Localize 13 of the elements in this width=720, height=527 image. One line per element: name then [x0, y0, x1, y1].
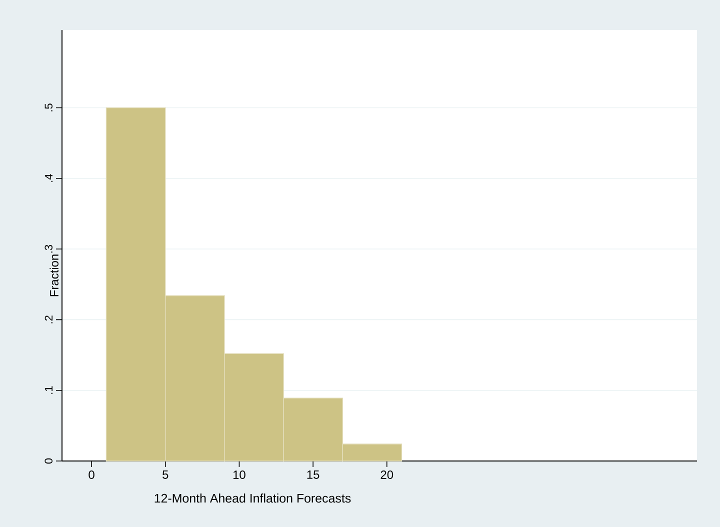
y-tick-label: .5 — [44, 104, 52, 112]
x-tick-label: 10 — [233, 470, 246, 479]
y-tick-label: .2 — [44, 316, 52, 324]
y-tick-label: .1 — [44, 386, 52, 394]
x-tick-label: 0 — [88, 470, 94, 479]
x-axis-title: 12-Month Ahead Inflation Forecasts — [154, 494, 351, 503]
x-tick-label: 20 — [380, 470, 394, 479]
y-tick-label: .3 — [44, 244, 52, 253]
y-axis-title: Fraction — [50, 254, 58, 296]
x-tick-label: 5 — [162, 470, 168, 479]
y-tick-label: 0 — [44, 458, 52, 464]
x-tick-label: 15 — [307, 470, 320, 479]
y-tick-label: .4 — [44, 174, 52, 182]
